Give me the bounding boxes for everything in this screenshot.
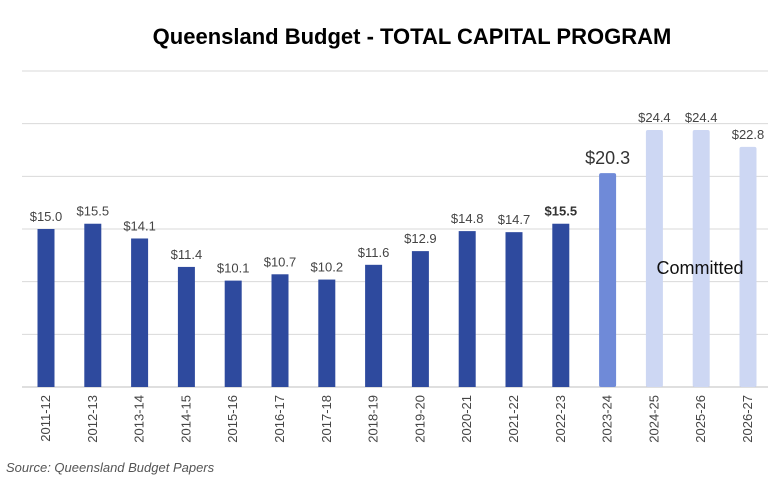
value-label-2017-18: $10.2 [311,260,344,275]
x-tick-2019-20: 2019-20 [412,395,427,443]
bar-2014-15 [177,266,195,387]
x-tick-2016-17: 2016-17 [272,395,287,443]
x-tick-2022-23: 2022-23 [553,395,568,443]
value-labels: $15.0 $15.5 $14.1 $11.4 $10.1 $10.7 $10.2 $11.6… [30,110,765,276]
bar-2021-22 [505,232,523,387]
bar-2022-23 [552,223,570,387]
bar-2019-20 [411,251,429,387]
value-label-2019-20: $12.9 [404,231,437,246]
value-label-2020-21: $14.8 [451,211,484,226]
value-label-2024-25: $24.4 [638,110,671,125]
x-tick-labels: 2011-12 2012-13 2013-14 2014-15 2015-16 2016-… [38,395,755,443]
x-tick-2012-13: 2012-13 [85,395,100,443]
x-tick-2011-12: 2011-12 [38,395,53,442]
x-tick-2015-16: 2015-16 [225,395,240,443]
value-label-2013-14: $14.1 [123,218,156,233]
value-label-2025-26: $24.4 [685,110,718,125]
bar-2012-13 [84,223,102,387]
bar-2024-25 [645,129,663,387]
bar-2017-18 [318,279,336,387]
bar-2020-21 [458,231,476,387]
value-label-2026-27: $22.8 [732,127,765,142]
committed-annotation: Committed [656,258,743,278]
x-tick-2013-14: 2013-14 [132,395,147,443]
bar-2025-26 [692,129,710,387]
value-label-2011-12: $15.0 [30,209,63,224]
x-tick-2023-24: 2023-24 [600,395,615,443]
value-label-2015-16: $10.1 [217,261,250,276]
x-tick-2025-26: 2025-26 [693,395,708,443]
bar-2015-16 [224,280,242,387]
bar-2013-14 [131,238,149,387]
x-tick-2021-22: 2021-22 [506,395,521,443]
value-label-2016-17: $10.7 [264,254,297,269]
value-label-2021-22: $14.7 [498,212,531,227]
x-tick-2018-19: 2018-19 [366,395,381,443]
value-label-2022-23: $15.5 [545,204,578,219]
value-label-2023-24: $20.3 [585,148,630,168]
bar-2023-24 [599,173,617,387]
value-label-2014-15: $11.4 [171,247,203,262]
source-note: Source: Queensland Budget Papers [6,460,215,475]
chart-title: Queensland Budget - TOTAL CAPITAL PROGRA… [153,24,672,49]
x-tick-2026-27: 2026-27 [740,395,755,443]
bar-2018-19 [365,264,383,387]
value-label-2012-13: $15.5 [77,204,110,219]
x-tick-2017-18: 2017-18 [319,395,334,443]
bar-2011-12 [37,229,55,387]
x-tick-2014-15: 2014-15 [178,395,193,443]
value-label-2018-19: $11.6 [358,245,390,260]
bar-2026-27 [739,146,757,387]
x-tick-2020-21: 2020-21 [459,395,474,443]
bars [37,129,757,387]
x-tick-2024-25: 2024-25 [646,395,661,443]
bar-2016-17 [271,274,289,387]
